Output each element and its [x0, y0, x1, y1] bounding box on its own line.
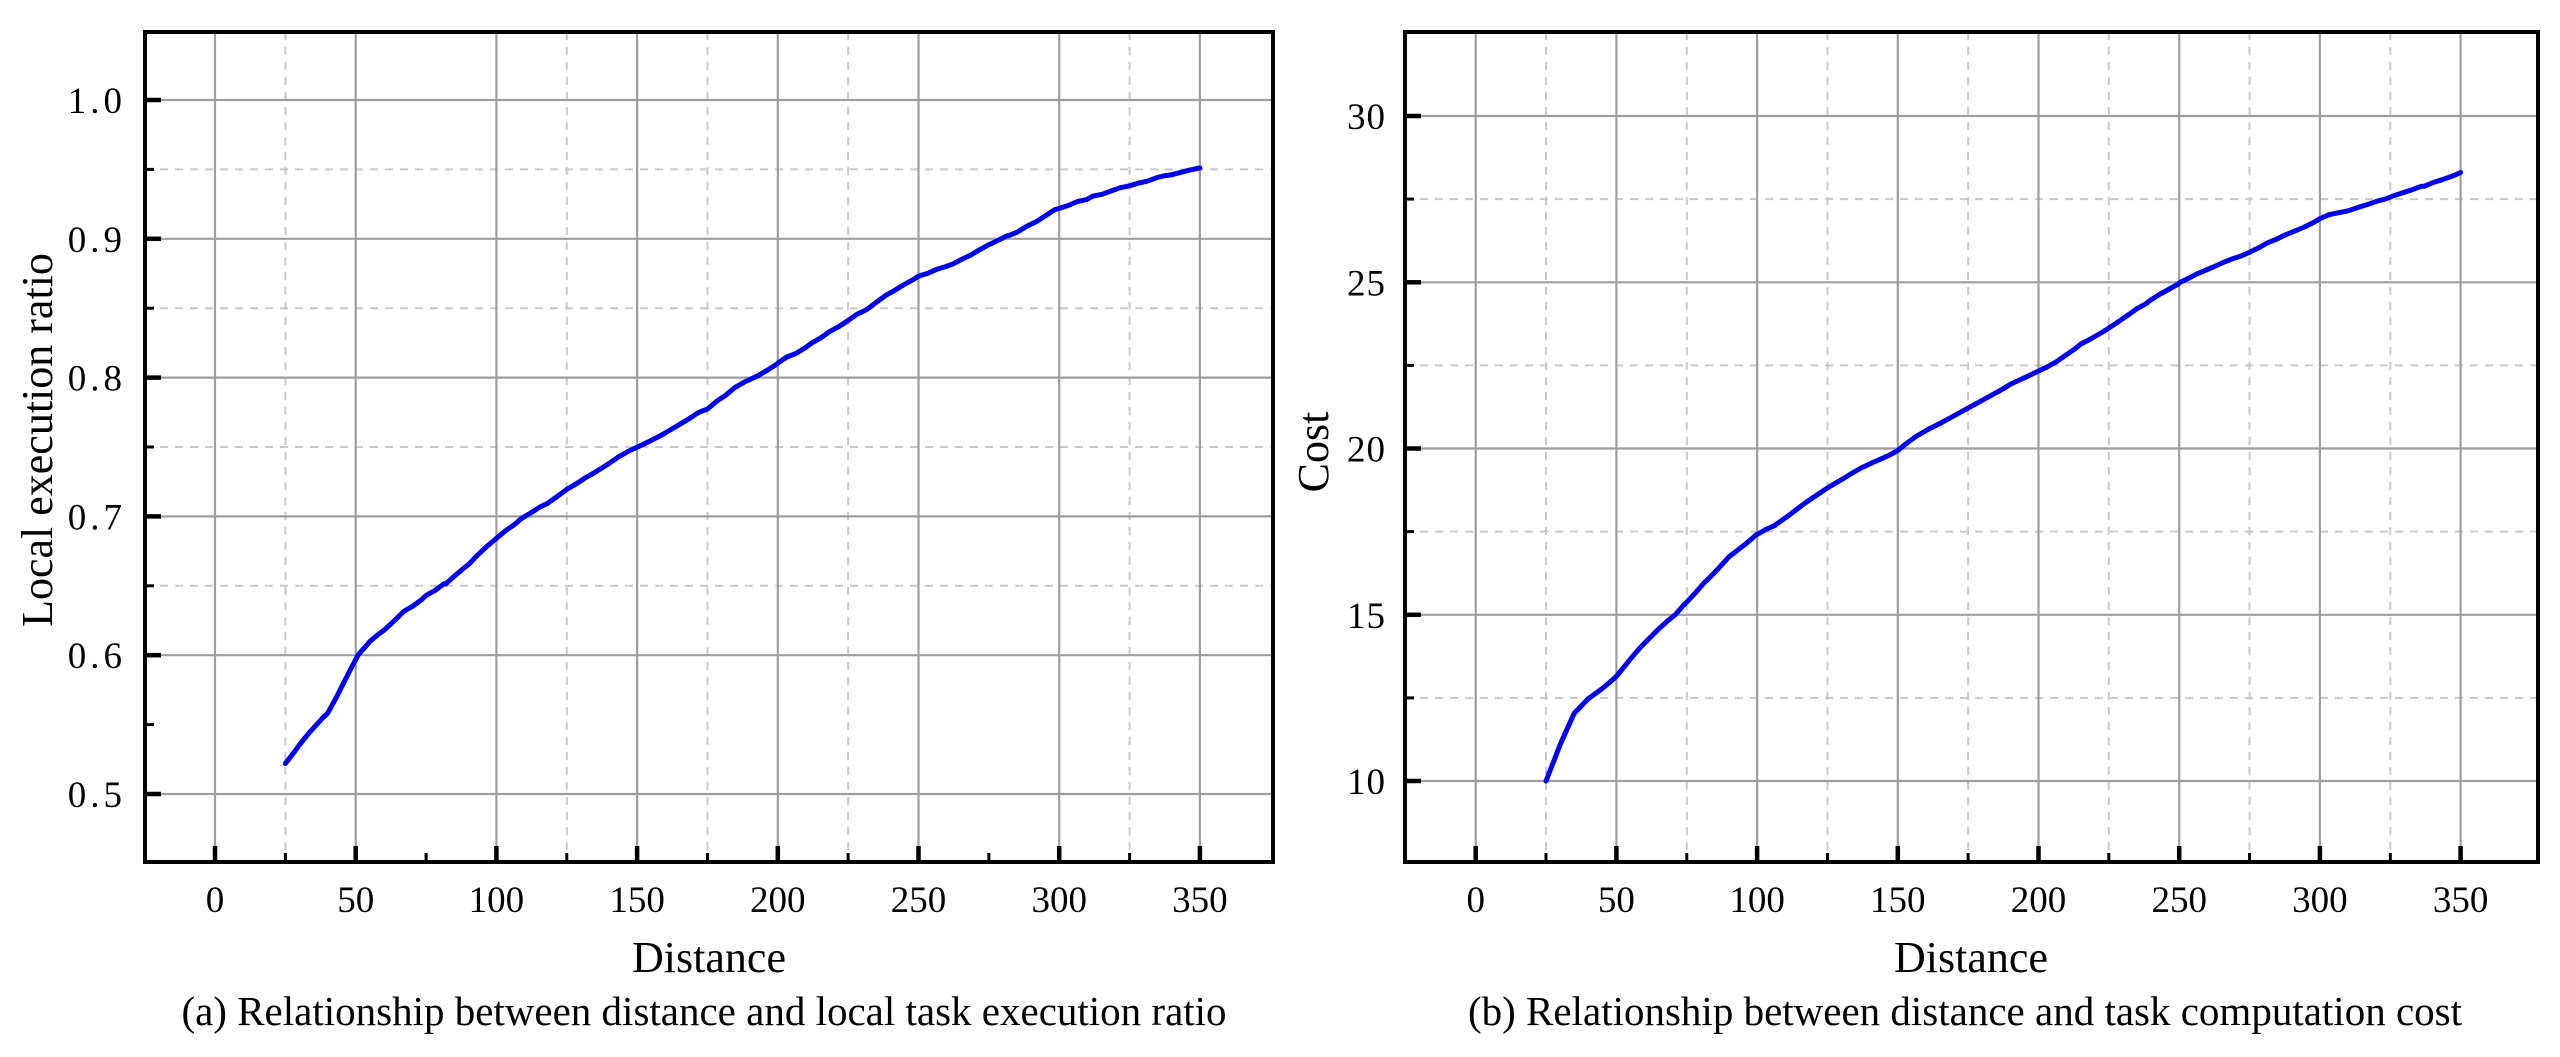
grid-minor	[1405, 32, 2538, 862]
y-tick-label: 0.7	[68, 497, 126, 538]
x-tick-label: 150	[1870, 880, 1926, 921]
y-tick-label: 0.6	[68, 636, 126, 677]
x-tick-label: 350	[2433, 880, 2489, 921]
y-tick-label: 15	[1347, 596, 1386, 637]
y-tick-label: 10	[1347, 762, 1386, 803]
x-tick-label: 250	[891, 880, 947, 921]
x-tick-labels: 0 50 100 150 200 250 300 350	[206, 880, 1228, 921]
y-axis-title-b: Cost	[1289, 411, 1338, 493]
y-tick-label: 0.5	[68, 775, 126, 816]
y-tick-label: 25	[1347, 263, 1386, 304]
x-tick-label: 100	[469, 880, 525, 921]
y-tick-label: 0.8	[68, 359, 126, 400]
x-tick-label: 50	[1598, 880, 1635, 921]
caption-a: (a) Relationship between distance and lo…	[181, 988, 1227, 1034]
chart-a-plot: 0 50 100 150 200 250 300 350 0.5 0.6 0.7 0.8 0.9 1.0	[68, 30, 1275, 921]
chart-b-plot: 0 50 100 150 200 250 300 350 10 15 20 25 30	[1347, 30, 2540, 921]
x-tick-label: 300	[1031, 880, 1087, 921]
grid-major	[145, 32, 1273, 862]
ticks	[145, 97, 1203, 862]
y-tick-labels: 0.5 0.6 0.7 0.8 0.9 1.0	[68, 81, 126, 816]
x-tick-label: 200	[2011, 880, 2067, 921]
x-axis-title-a: Distance	[632, 933, 786, 982]
x-tick-label: 350	[1172, 880, 1228, 921]
x-tick-label: 150	[609, 880, 665, 921]
caption-b: (b) Relationship between distance and ta…	[1468, 988, 2462, 1034]
grid-major	[1405, 32, 2538, 862]
x-tick-label: 0	[1466, 880, 1485, 921]
y-tick-label: 1.0	[68, 81, 126, 122]
plot-frame	[1403, 30, 2540, 864]
y-tick-label: 0.9	[68, 220, 126, 261]
x-tick-label: 100	[1729, 880, 1785, 921]
y-axis-title-a: Local execution ratio	[13, 253, 62, 627]
y-tick-label: 20	[1347, 430, 1386, 471]
x-tick-label: 300	[2292, 880, 2348, 921]
x-axis-title-b: Distance	[1894, 933, 2048, 982]
series-line-local-execution-ratio	[282, 165, 1203, 766]
x-tick-label: 250	[2151, 880, 2207, 921]
grid-minor	[145, 32, 1273, 862]
x-tick-label: 0	[206, 880, 225, 921]
y-tick-labels: 10 15 20 25 30	[1347, 97, 1386, 803]
series-line-task-computation-cost	[1543, 170, 2464, 784]
ticks	[1405, 113, 2463, 862]
x-tick-label: 50	[337, 880, 374, 921]
y-tick-label: 30	[1347, 97, 1386, 138]
x-tick-label: 200	[750, 880, 806, 921]
x-tick-labels: 0 50 100 150 200 250 300 350	[1466, 880, 2488, 921]
